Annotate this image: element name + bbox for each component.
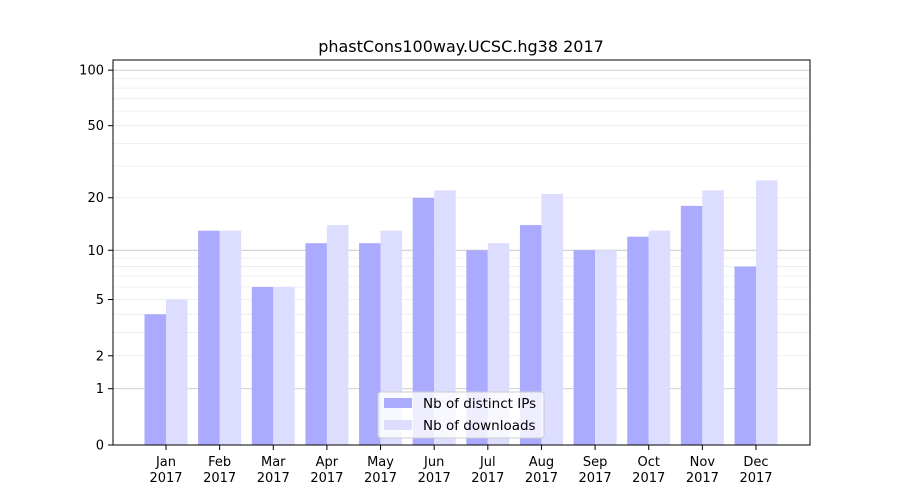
bar-distinct-ips [680, 205, 703, 445]
x-tick-label-month: Oct [637, 455, 659, 470]
x-tick-label-month: May [367, 455, 394, 470]
legend-label-downloads: Nb of downloads [423, 418, 536, 434]
x-tick-label-month: Jan [155, 455, 176, 470]
bar-downloads [273, 286, 295, 445]
y-tick-label: 1 [96, 382, 104, 397]
x-tick-label-year: 2017 [632, 471, 665, 486]
legend-swatch-downloads [384, 420, 412, 430]
x-tick-label-year: 2017 [525, 471, 558, 486]
bar-downloads [541, 193, 563, 445]
y-tick-label: 10 [87, 244, 104, 259]
bar-downloads [702, 190, 724, 445]
bar-distinct-ips [198, 230, 220, 445]
x-tick-label-month: Jun [423, 455, 444, 470]
bar-distinct-ips [144, 314, 166, 445]
bar-downloads [595, 250, 617, 445]
y-tick-label: 2 [96, 349, 104, 364]
legend-label-ips: Nb of distinct IPs [423, 396, 536, 412]
x-tick-label-year: 2017 [739, 471, 772, 486]
x-tick-label-year: 2017 [418, 471, 451, 486]
x-tick-label-year: 2017 [686, 471, 719, 486]
bar-downloads [326, 225, 349, 445]
y-tick-label: 50 [87, 119, 104, 134]
y-axis: 0 1 2 5 10 20 50 100 [79, 64, 113, 454]
x-tick-label-month: Sep [583, 455, 608, 470]
legend: Nb of distinct IPs Nb of downloads [377, 391, 545, 439]
y-tick-label: 0 [96, 439, 104, 454]
x-tick-label-year: 2017 [203, 471, 236, 486]
x-tick-label-month: Mar [261, 455, 286, 470]
bar-distinct-ips [359, 243, 381, 445]
x-tick-label-year: 2017 [310, 471, 343, 486]
bar-downloads [648, 230, 671, 445]
bars [144, 180, 778, 446]
legend-box [377, 391, 545, 439]
x-tick-label-month: Jul [479, 455, 496, 470]
x-tick-label-year: 2017 [257, 471, 290, 486]
bar-distinct-ips [734, 266, 756, 445]
chart-title: phastCons100way.UCSC.hg38 2017 [318, 37, 604, 56]
x-tick-label-year: 2017 [579, 471, 612, 486]
x-tick-label-year: 2017 [471, 471, 504, 486]
bar-downloads [380, 230, 403, 445]
bar-distinct-ips [251, 286, 274, 445]
legend-swatch-ips [384, 398, 412, 408]
x-tick-label-month: Dec [743, 455, 768, 470]
bar-distinct-ips [412, 197, 435, 445]
x-tick-label-month: Nov [690, 455, 716, 470]
x-tick-label-year: 2017 [149, 471, 182, 486]
plot-frame [112, 59, 811, 446]
x-tick-label-month: Aug [529, 455, 554, 470]
x-tick-label-month: Apr [316, 455, 339, 470]
y-tick-label: 5 [96, 293, 104, 308]
bar-downloads [756, 180, 778, 446]
x-tick-label-year: 2017 [364, 471, 397, 486]
bar-downloads [219, 230, 242, 445]
bar-downloads [166, 299, 188, 445]
x-tick-label-month: Feb [208, 455, 231, 470]
bar-distinct-ips [519, 225, 542, 445]
y-tick-label: 100 [79, 64, 104, 79]
bar-distinct-ips [305, 243, 327, 445]
x-axis: Jan2017Feb2017Mar2017Apr2017May2017Jun20… [149, 445, 773, 486]
y-tick-label: 20 [87, 191, 104, 206]
bar-distinct-ips [627, 236, 649, 445]
bar-distinct-ips [573, 250, 596, 445]
bar-downloads [434, 190, 456, 445]
